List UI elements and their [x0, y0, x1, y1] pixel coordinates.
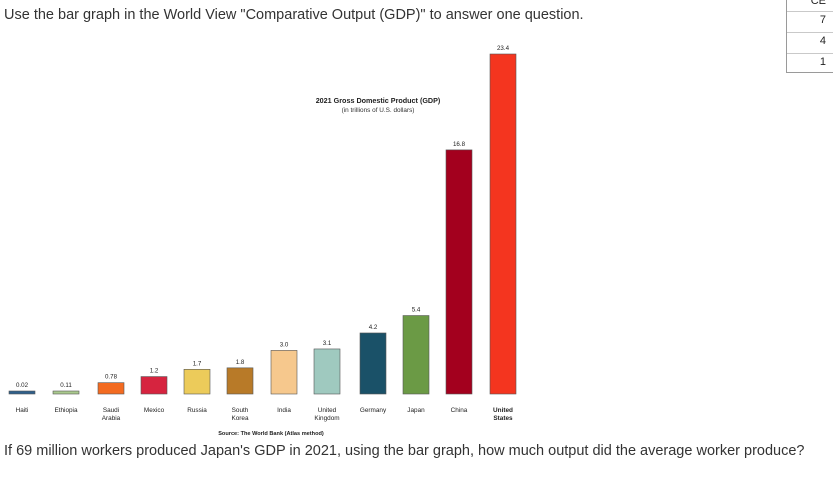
category-label: Mexico	[144, 407, 165, 414]
bar-value-label: 3.0	[280, 341, 289, 348]
bar-value-label: 3.1	[323, 340, 332, 347]
bar	[489, 53, 517, 395]
category-label-line2: Arabia	[102, 415, 121, 422]
chart-title: 2021 Gross Domestic Product (GDP)	[316, 96, 441, 105]
bar-value-label: 4.2	[369, 324, 378, 331]
category-label: Germany	[360, 407, 387, 414]
bar-value-label: 0.11	[60, 382, 72, 389]
category-label: India	[277, 407, 291, 414]
bar-value-label: 5.4	[412, 307, 421, 314]
category-label: United	[318, 407, 337, 414]
bar	[97, 382, 125, 395]
bar	[52, 390, 80, 395]
side-panel-header: CE	[810, 0, 826, 7]
bar	[402, 315, 430, 395]
bar	[183, 368, 211, 395]
side-panel-row[interactable]: 1	[787, 53, 833, 70]
side-panel-row[interactable]: 4	[787, 32, 833, 49]
category-label: Haiti	[16, 407, 29, 414]
gdp-bar-chart: 2021 Gross Domestic Product (GDP) (in tr…	[8, 45, 517, 437]
category-label: Russia	[187, 407, 207, 414]
bar-value-label: 1.8	[236, 359, 245, 366]
question-prompt: Use the bar graph in the World View "Com…	[4, 7, 584, 23]
category-label: Ethiopia	[54, 407, 78, 414]
bar-value-label: 0.78	[105, 374, 118, 381]
category-label: China	[451, 407, 468, 414]
bar	[270, 350, 298, 395]
bar	[140, 376, 168, 395]
bar	[359, 332, 387, 395]
category-label: United	[493, 407, 513, 414]
side-answer-panel: CE 7 4 1	[786, 0, 833, 73]
side-panel-row[interactable]: 7	[787, 11, 833, 28]
category-label-line2: States	[493, 415, 513, 422]
bar-value-label: 1.7	[193, 360, 202, 367]
bar	[445, 149, 473, 395]
chart-source: Source: The World Bank (Atlas method)	[218, 431, 324, 437]
bar-value-label: 1.2	[150, 368, 159, 375]
bar-value-label: 23.4	[497, 45, 510, 52]
category-label: Japan	[407, 407, 425, 414]
chart-subtitle: (in trillions of U.S. dollars)	[342, 107, 415, 114]
category-label-line2: Korea	[231, 415, 248, 422]
bar	[313, 348, 341, 395]
bar-value-label: 0.02	[16, 382, 29, 389]
bar-value-label: 16.8	[453, 141, 466, 148]
question-text: If 69 million workers produced Japan's G…	[4, 443, 805, 459]
bar	[8, 390, 36, 395]
category-label: South	[232, 407, 249, 414]
bar	[226, 367, 254, 395]
category-label-line2: Kingdom	[314, 415, 339, 422]
category-label: Saudi	[103, 407, 119, 414]
